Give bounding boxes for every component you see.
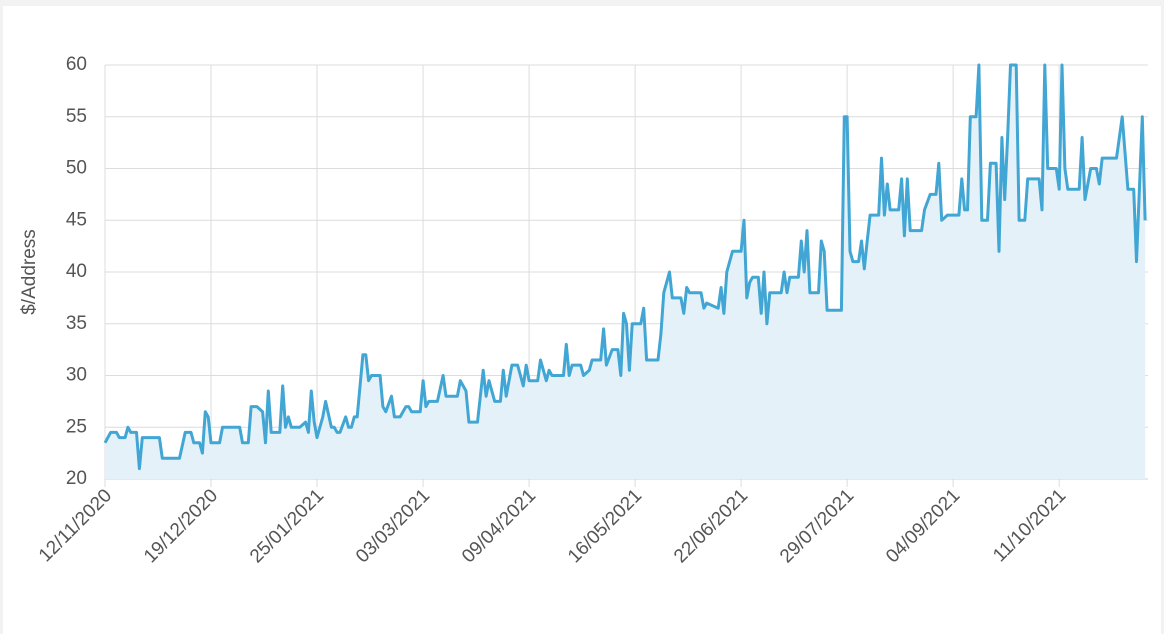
x-tick-label: 09/04/2021 [458, 485, 540, 567]
y-tick-label: 45 [66, 209, 87, 230]
x-tick-label: 29/07/2021 [776, 485, 858, 567]
area [105, 65, 1146, 479]
y-tick-label: 50 [66, 158, 87, 179]
x-tick-label: 19/12/2020 [140, 485, 222, 567]
y-tick-label: 40 [66, 261, 87, 282]
y-tick-label: 20 [66, 468, 87, 489]
x-tick-label: 04/09/2021 [882, 485, 964, 567]
x-tick-label: 25/01/2021 [246, 485, 328, 567]
y-tick-label: 25 [66, 416, 87, 437]
y-tick-label: 55 [66, 106, 87, 127]
y-tick-label: 60 [66, 54, 87, 75]
x-tick-label: 12/11/2020 [35, 485, 116, 566]
line [103, 63, 1147, 471]
y-axis-label: $/Address [19, 229, 40, 315]
x-tick-label: 22/06/2021 [670, 485, 752, 567]
x-tick-label: 16/05/2021 [564, 485, 646, 567]
x-tick-label: 03/03/2021 [352, 485, 434, 567]
y-tick-label: 35 [66, 313, 87, 334]
y-tick-label: 30 [66, 365, 87, 386]
x-tick-label: 11/10/2021 [989, 485, 1070, 566]
plot [103, 63, 1147, 479]
